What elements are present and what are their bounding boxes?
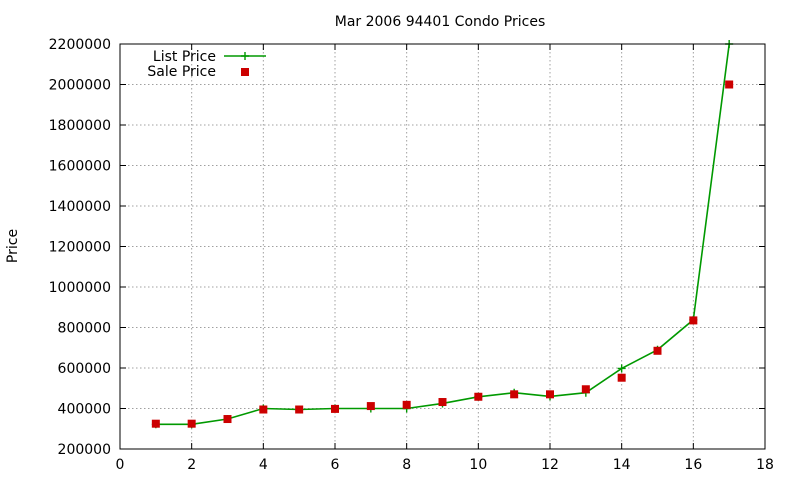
sale-price-point [402,400,411,409]
y-tick-label: 2000000 [49,78,111,94]
sale-price-point [151,419,160,428]
sale-price-point [438,398,447,407]
sale-price-point [510,390,519,399]
y-tick-label: 1000000 [49,280,111,296]
sale-price-point [295,405,304,414]
sale-price-point [725,80,734,89]
x-tick-label: 16 [684,457,702,473]
x-tick-label: 14 [613,457,631,473]
x-tick-label: 6 [331,457,340,473]
chart-title: Mar 2006 94401 Condo Prices [335,14,546,30]
axes: 0 2 4 6 8 10 12 14 16 18 200000 400000 600000 800000 1… [49,37,774,473]
x-tick-label: 4 [259,457,268,473]
x-tick-label: 2 [187,457,196,473]
sale-price-point [366,402,375,411]
legend-label-sale-price: Sale Price [147,64,216,80]
y-tick-label: 200000 [58,442,111,458]
x-tick-label: 18 [756,457,774,473]
y-tick-label: 1600000 [49,159,111,175]
y-axis-label: Price [5,229,21,263]
x-tick-label: 0 [116,457,125,473]
y-tick-label: 1800000 [49,118,111,134]
y-tick-label: 600000 [58,361,111,377]
grid-lines [120,44,765,449]
y-tick-label: 1400000 [49,199,111,215]
y-tick-label: 800000 [58,321,111,337]
sale-price-point [581,385,590,394]
sale-price-point [223,415,232,424]
y-tick-label: 400000 [58,402,111,418]
y-tick-label: 1200000 [49,240,111,256]
x-tick-label: 10 [469,457,487,473]
sale-price-point [259,405,268,414]
x-tick-label: 8 [402,457,411,473]
legend-label-list-price: List Price [153,49,216,65]
sale-price-point [546,390,554,399]
plot-series [151,40,734,429]
sale-price-point [617,373,626,382]
sale-price-point [187,419,196,428]
sale-price-point [331,404,339,413]
sale-price-point [653,346,662,355]
list-price-line [155,43,730,426]
sale-price-point [689,316,698,325]
y-tick-label: 2200000 [49,37,111,53]
list-price-point [617,364,626,373]
legend-marker-list-price [241,52,249,60]
sale-price-point [474,392,483,401]
legend-marker-sale-price [241,68,249,76]
x-tick-label: 12 [541,457,559,473]
